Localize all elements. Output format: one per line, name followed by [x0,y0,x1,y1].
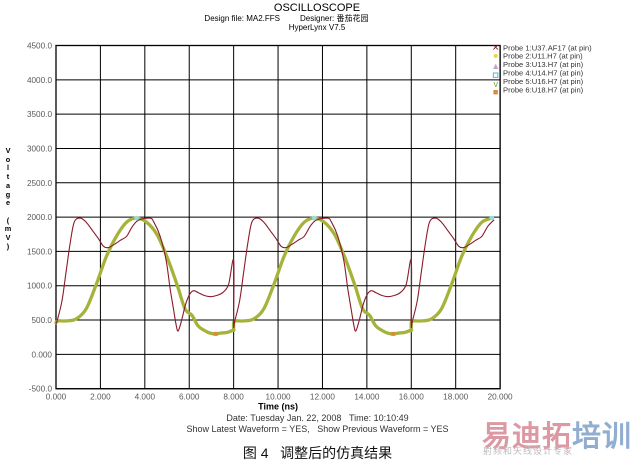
svg-text:v: v [493,79,498,89]
svg-text:4500.0: 4500.0 [27,42,52,51]
svg-text:2.000: 2.000 [90,393,111,402]
svg-text:Time (ns): Time (ns) [258,402,298,412]
svg-text:4.000: 4.000 [135,393,156,402]
svg-text:Design file: MA2.FFS: Design file: MA2.FFS [204,14,280,23]
svg-text:10.000: 10.000 [266,393,291,402]
svg-text:▲: ▲ [491,61,500,71]
svg-text:1000.0: 1000.0 [27,282,52,291]
svg-text:-500.0: -500.0 [29,385,53,394]
svg-text:14.000: 14.000 [354,393,379,402]
svg-text:OSCILLOSCOPE: OSCILLOSCOPE [274,2,360,14]
svg-text:6.000: 6.000 [179,393,200,402]
svg-text:HyperLynx V7.5: HyperLynx V7.5 [289,23,346,32]
svg-text:Designer: 番茄花园: Designer: 番茄花园 [300,13,368,23]
svg-text:✕: ✕ [492,42,500,52]
svg-text:2000.0: 2000.0 [27,213,52,222]
svg-text:16.000: 16.000 [399,393,424,402]
svg-text:20.000: 20.000 [488,393,513,402]
svg-text:18.000: 18.000 [443,393,468,402]
svg-text:8.000: 8.000 [223,393,244,402]
svg-text:3000.0: 3000.0 [27,144,52,153]
svg-text:3500.0: 3500.0 [27,110,52,119]
svg-text:12.000: 12.000 [310,393,335,402]
svg-text:4000.0: 4000.0 [27,76,52,85]
svg-text:0.000: 0.000 [32,350,53,359]
svg-text:2500.0: 2500.0 [27,179,52,188]
svg-text:0.000: 0.000 [46,393,67,402]
svg-text:500.0: 500.0 [32,316,53,325]
svg-text:1500.0: 1500.0 [27,247,52,256]
svg-text:Probe 6:U18.H7 (at pin): Probe 6:U18.H7 (at pin) [503,85,584,94]
